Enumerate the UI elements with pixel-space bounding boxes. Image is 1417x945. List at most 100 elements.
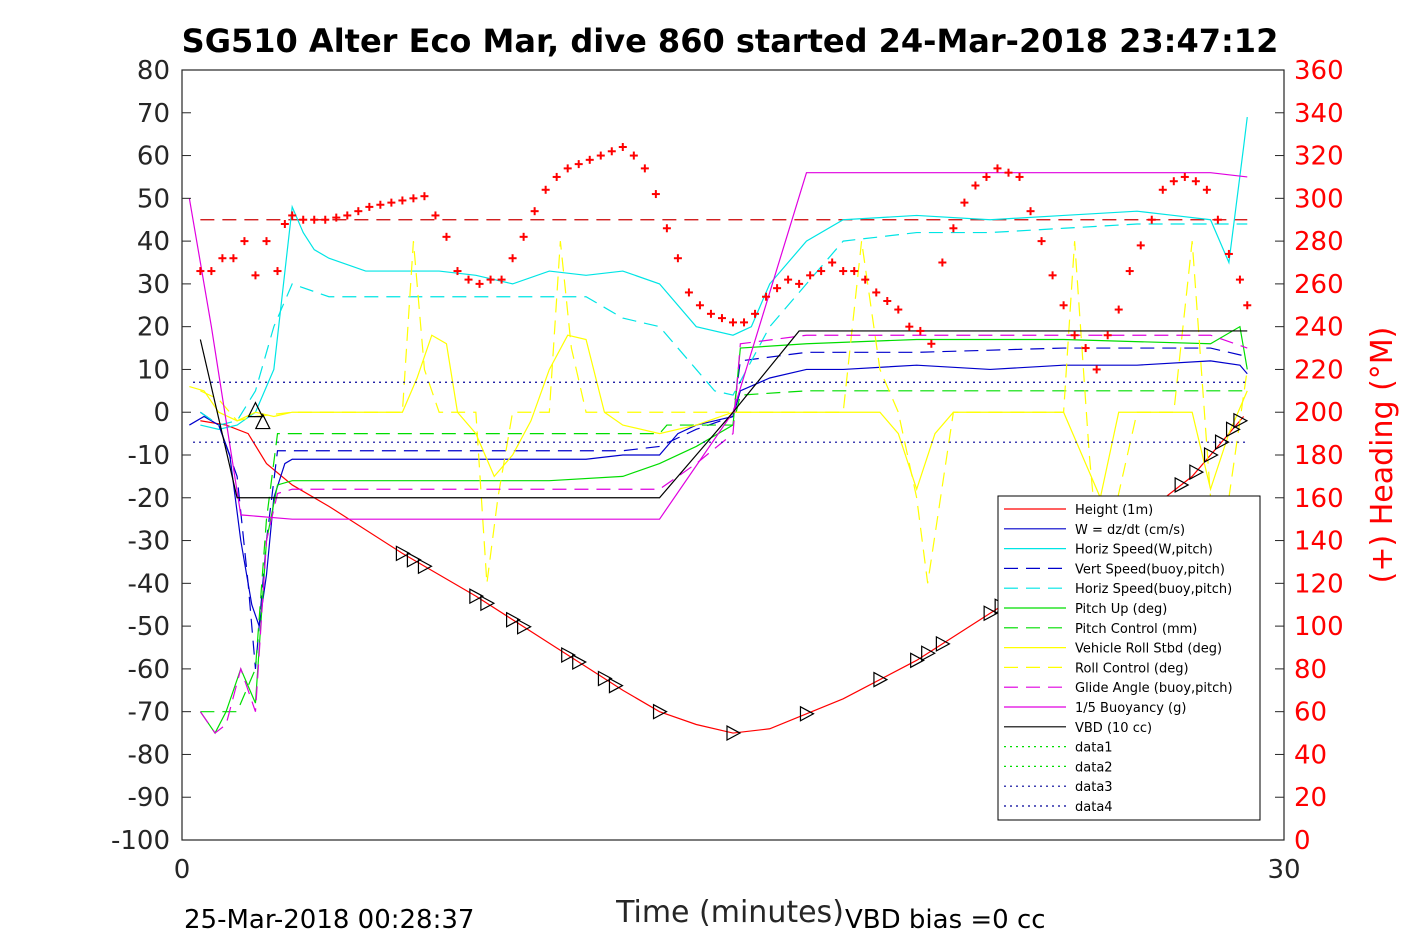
y-axis-left: 80 70 60 50 40 30 20 10 0 -10 -20 -30 -40 -50 -60 -70 -8…	[111, 56, 191, 856]
y-right-tick-label: 80	[1294, 655, 1327, 685]
heading-plus-marker	[280, 220, 289, 228]
heading-plus-marker	[927, 339, 936, 348]
series-line-vert-speed-buoy-pitch	[200, 347, 1248, 669]
y-left-tick-label: -20	[128, 484, 170, 514]
heading-plus-marker	[486, 275, 495, 284]
depth-triangle-marker	[469, 588, 485, 605]
legend-label: Vert Speed(buoy,pitch)	[1075, 562, 1225, 577]
heading-plus-marker	[1235, 275, 1244, 284]
legend-label: Height (1m)	[1075, 503, 1153, 518]
y-axis-right-label: (+) Heading (°M)	[1365, 327, 1400, 584]
heading-plus-marker	[321, 215, 330, 224]
heading-plus-marker	[1125, 267, 1134, 276]
depth-triangle-marker	[1233, 412, 1249, 429]
heading-plus-marker	[861, 275, 870, 284]
x-tick-label: 30	[1267, 855, 1300, 885]
y-right-tick-label: 100	[1294, 612, 1344, 642]
heading-plus-marker	[806, 271, 815, 280]
heading-plus-marker	[273, 267, 282, 276]
legend-label: data1	[1075, 741, 1113, 756]
heading-plus-marker	[960, 198, 969, 207]
y-left-tick-label: 70	[137, 99, 170, 129]
heading-plus-marker	[1147, 215, 1156, 224]
y-right-tick-label: 20	[1294, 783, 1327, 813]
depth-triangle-marker	[480, 595, 496, 612]
chart-title: SG510 Alter Eco Mar, dive 860 started 24…	[182, 22, 1279, 60]
depth-triangle-marker	[406, 551, 422, 568]
heading-plus-marker	[938, 258, 947, 267]
legend-label: data3	[1075, 780, 1113, 795]
heading-plus-marker	[299, 215, 308, 224]
heading-plus-marker	[387, 198, 396, 207]
heading-plus-marker	[872, 288, 881, 297]
heading-plus-marker	[850, 267, 859, 276]
y-right-tick-label: 60	[1294, 698, 1327, 728]
depth-triangle-marker	[608, 677, 624, 694]
y-left-tick-label: 80	[137, 56, 170, 86]
heading-plus-marker	[607, 147, 616, 156]
y-left-tick-label: 0	[153, 398, 170, 428]
heading-plus-marker	[949, 224, 958, 233]
heading-plus-marker	[1158, 185, 1167, 194]
x-tick-label: 0	[174, 855, 191, 885]
heading-plus-marker	[262, 237, 271, 246]
heading-plus-marker	[784, 275, 793, 284]
depth-triangle-marker	[395, 545, 411, 562]
y-left-tick-label: 60	[137, 142, 170, 172]
footer-timestamp: 25-Mar-2018 00:28:37	[184, 905, 474, 935]
legend-label: Horiz Speed(buoy,pitch)	[1075, 582, 1232, 597]
heading-plus-marker	[530, 207, 539, 216]
depth-triangle-marker	[597, 670, 613, 687]
heading-plus-marker	[751, 309, 760, 318]
heading-plus-marker	[1180, 172, 1189, 181]
depth-triangle-marker	[935, 635, 951, 652]
heading-plus-marker	[453, 267, 462, 276]
legend-label: VBD (10 cc)	[1075, 721, 1152, 736]
y-right-tick-label: 260	[1294, 270, 1344, 300]
y-left-tick-label: 50	[137, 184, 170, 214]
heading-plus-marker	[442, 232, 451, 241]
heading-plus-marker	[1213, 215, 1222, 224]
series-line-horiz-speed-buoy-pitch	[200, 223, 1248, 426]
heading-plus-marker	[519, 232, 528, 241]
y-axis-right: 3603403203002802602402202001801601401201…	[1275, 56, 1344, 856]
heading-plus-marker	[1081, 344, 1090, 353]
y-right-tick-label: 140	[1294, 527, 1344, 557]
depth-triangle-marker	[561, 646, 576, 663]
heading-plus-marker	[1243, 301, 1252, 310]
depth-triangle-marker	[247, 401, 264, 418]
legend-label: data4	[1075, 800, 1113, 815]
heading-plus-marker	[365, 202, 374, 211]
heading-plus-marker	[740, 318, 749, 327]
depth-triangle-marker	[506, 611, 521, 628]
depth-triangle-marker	[1174, 476, 1190, 493]
heading-plus-marker	[1004, 168, 1013, 177]
heading-plus-marker	[1191, 177, 1200, 186]
heading-plus-marker	[420, 192, 429, 201]
heading-plus-marker	[596, 151, 605, 160]
depth-triangle-marker	[799, 705, 815, 722]
heading-plus-marker	[332, 213, 341, 222]
series-line-pitch-up-deg	[199, 325, 1248, 735]
y-left-tick-label: -10	[128, 441, 170, 471]
heading-plus-marker	[695, 301, 704, 310]
y-left-tick-label: -40	[128, 569, 170, 599]
legend-label: Pitch Up (deg)	[1075, 602, 1167, 617]
heading-plus-marker	[376, 200, 385, 209]
depth-triangle-marker	[254, 413, 271, 430]
heading-markers	[196, 143, 1252, 374]
heading-plus-marker	[464, 275, 473, 284]
heading-plus-marker	[651, 190, 660, 199]
heading-plus-marker	[905, 322, 914, 331]
heading-plus-marker	[563, 164, 572, 173]
depth-triangle-marker	[921, 645, 936, 662]
footer-vbd-bias: VBD bias =0 cc	[845, 905, 1046, 935]
y-right-tick-label: 340	[1294, 99, 1344, 129]
y-right-tick-label: 160	[1294, 484, 1344, 514]
legend-label: Roll Control (deg)	[1075, 661, 1189, 676]
depth-triangle-marker	[517, 618, 532, 635]
heading-plus-marker	[828, 258, 837, 267]
heading-plus-marker	[982, 172, 991, 181]
heading-plus-marker	[1202, 185, 1211, 194]
